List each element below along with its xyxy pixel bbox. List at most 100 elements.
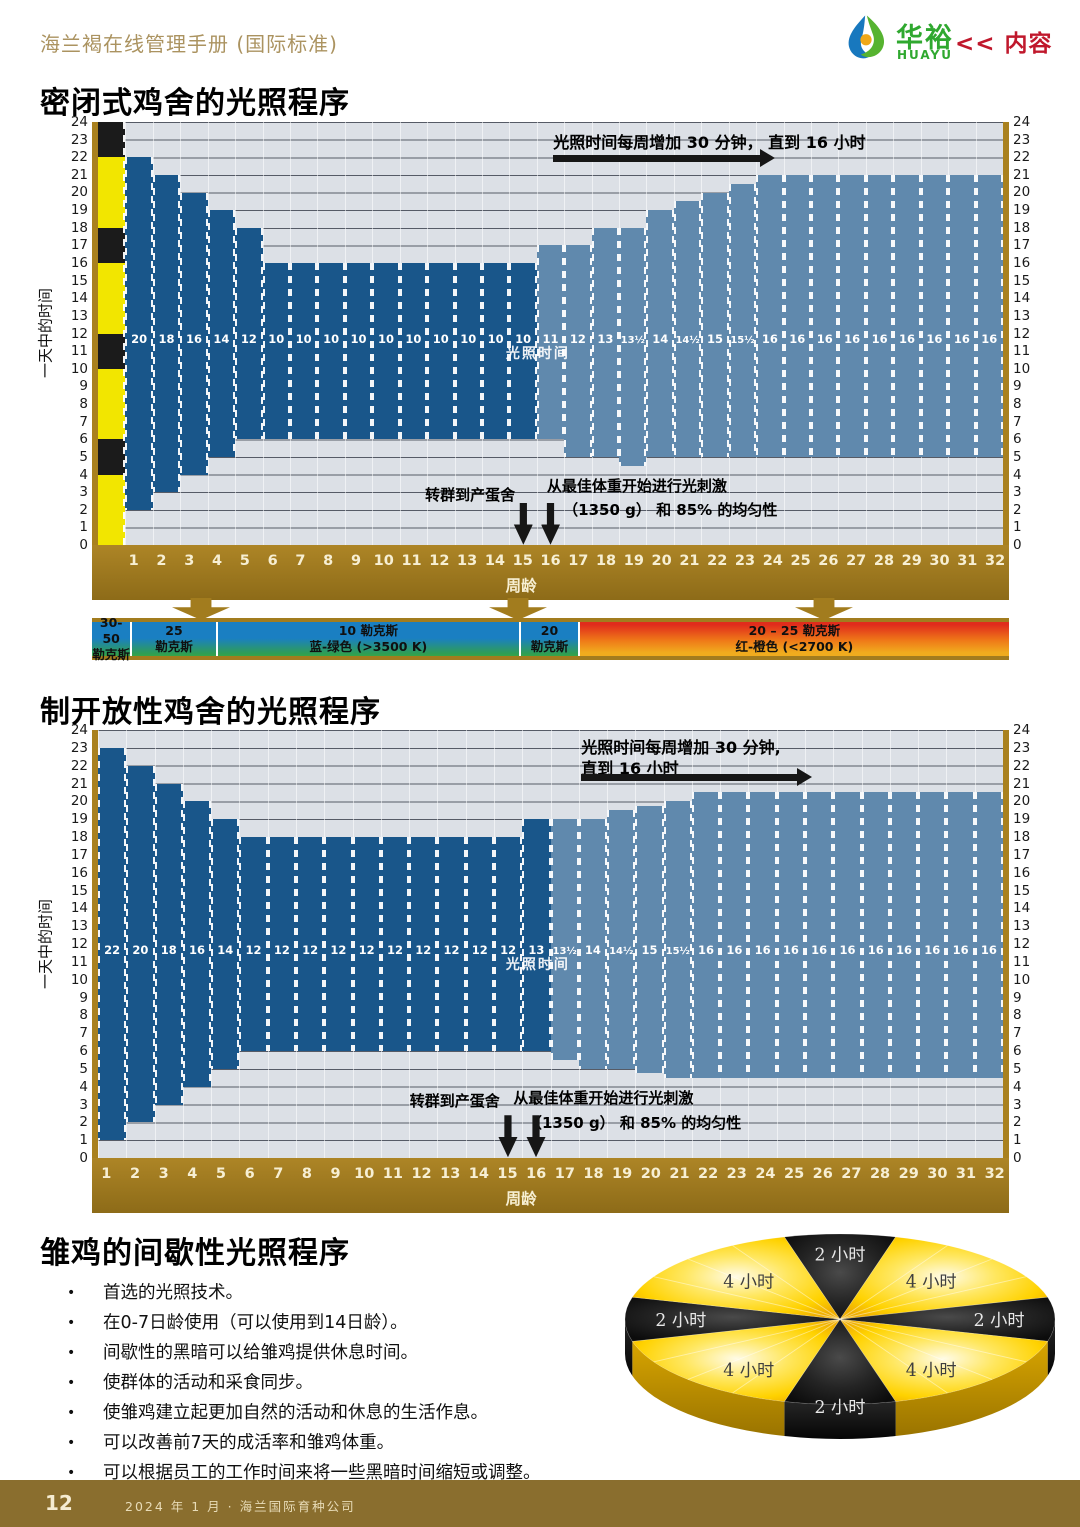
- pie-slice-label: 2 小时: [974, 1311, 1025, 1331]
- x-tick-label: 13: [440, 1166, 461, 1182]
- bar-week-5: [235, 227, 263, 440]
- x-axis-title: 周龄: [505, 577, 537, 595]
- bullet-text: 在0-7日龄使用（可以使用到14日龄）。: [103, 1313, 408, 1333]
- bullet-item: • 间歇性的黑暗可以给雏鸡提供休息时间。: [55, 1343, 635, 1364]
- stimulation-annotation-line2: （1350 g） 和 85% 的均匀性: [526, 1113, 742, 1132]
- bar-week-1: [125, 157, 154, 510]
- lux-value: 20 – 25 勒克斯: [748, 623, 841, 638]
- intermittent-section-title: 雏鸡的间歇性光照程序: [40, 1236, 350, 1271]
- y-tick-label: 5: [79, 448, 88, 465]
- lux-segment-2: 25 勒克斯: [132, 622, 218, 656]
- bar-value-label: 13: [528, 942, 545, 957]
- y-tick-label: 17: [70, 846, 88, 863]
- x-tick-label: 21: [669, 1166, 690, 1182]
- y-tick-label: 0: [1013, 537, 1022, 553]
- x-tick-label: 8: [301, 1166, 312, 1182]
- bar-value-label: 14½: [675, 335, 700, 347]
- y-tick-label: 15: [70, 882, 88, 899]
- bar-week-22: [691, 792, 721, 1079]
- bar-week-20: [635, 805, 664, 1074]
- y-tick-label: 3: [1013, 1096, 1022, 1113]
- y-tick-label: 8: [1013, 1007, 1022, 1024]
- y-tick-label: 20: [70, 184, 88, 201]
- bar-week-19: [619, 227, 647, 466]
- bar-week-16: [536, 245, 565, 440]
- stimulation-annotation-line1: 从最佳体重开始进行光刺激: [546, 476, 727, 495]
- bar-week-18: [591, 227, 620, 458]
- x-tick-label: 21: [679, 553, 700, 569]
- x-tick-label: 9: [330, 1166, 341, 1182]
- bar-week-27: [838, 174, 867, 457]
- bar-value-label: 10: [405, 332, 422, 347]
- column-gridline: [98, 122, 99, 545]
- down-arrow-icon: [541, 502, 560, 545]
- x-tick-label: 15: [512, 553, 533, 569]
- closed-house-light-chart: 一天中的时间 0 1 2 3 4 5 6 7 8 9 10 11 12 13 14 15 16 17 18 19 20 2…: [0, 114, 1080, 600]
- bar-value-label: 16: [185, 332, 202, 347]
- pie-slice-dark: [839, 1296, 1056, 1342]
- y-tick-label: 7: [79, 413, 88, 430]
- y-tick-label: 7: [79, 1025, 88, 1042]
- y-tick-label: 15: [1013, 882, 1031, 899]
- bar-week-29: [889, 792, 919, 1079]
- x-tick-label: 32: [984, 1166, 1005, 1182]
- y-tick-label: 24: [70, 114, 88, 130]
- lux-segment-3: 10 勒克斯 蓝-绿色 (>3500 K): [217, 622, 522, 656]
- y-tick-label: 20: [70, 793, 88, 810]
- bar-value-label: 12: [569, 332, 586, 347]
- y-tick-label: 23: [1013, 739, 1031, 756]
- bar-value-label: 12: [240, 332, 257, 347]
- bar-value-label: 13½: [552, 945, 577, 957]
- bar-week-4: [207, 210, 236, 457]
- intermittent-light-segment: [98, 474, 126, 545]
- y-tick-label: 12: [70, 325, 88, 342]
- bar-week-22: [701, 192, 730, 458]
- lux-unit: 勒克斯: [92, 647, 130, 662]
- bar-week-6: [239, 837, 268, 1051]
- hour-divider-line: [687, 1258, 841, 1320]
- y-tick-label: 1: [1013, 519, 1022, 536]
- y-tick-label: 23: [70, 739, 88, 756]
- light-time-label: 光照时间: [505, 346, 570, 363]
- y-tick-label: 3: [79, 484, 88, 501]
- bullet-list: • 首选的光照技术。 • 在0-7日龄使用（可以使用到14日龄）。 • 间歇性的黑暗可以给…: [55, 1283, 635, 1493]
- bullet-text: 可以根据员工的工作时间来将一些黑暗时间缩短或调整。: [103, 1463, 541, 1483]
- bar-week-28: [861, 792, 891, 1079]
- y-tick-label: 11: [70, 343, 88, 360]
- down-chevron-icon: [172, 598, 230, 620]
- bar-week-3: [154, 783, 184, 1105]
- bar-value-label: 15½: [730, 335, 755, 347]
- x-tick-label: 20: [651, 553, 672, 569]
- bar-value-label: 10: [268, 332, 285, 347]
- bar-week-15: [493, 837, 523, 1051]
- bullet-text: 可以改善前7天的成活率和雏鸡体重。: [103, 1433, 395, 1453]
- x-tick-label: 11: [382, 1166, 403, 1182]
- bar-week-21: [663, 801, 693, 1079]
- y-tick-label: 8: [79, 1007, 88, 1024]
- x-tick-label: 1: [128, 553, 139, 569]
- y-tick-label: 23: [70, 131, 88, 148]
- bullet-dot: •: [67, 1435, 76, 1451]
- bar-week-18: [578, 819, 608, 1069]
- x-tick-label: 29: [898, 1166, 919, 1182]
- pie-slice-label: 4 小时: [906, 1273, 957, 1293]
- bar-value-label: 16: [188, 942, 205, 957]
- contents-nav-link[interactable]: << 内容: [955, 31, 1053, 57]
- y-tick-label: 19: [1013, 811, 1031, 828]
- intermittent-light-segment: [98, 263, 126, 334]
- x-tick-label: 14: [468, 1166, 489, 1182]
- bar-value-label: 16: [867, 942, 884, 957]
- x-tick-label: 9: [350, 553, 362, 569]
- bar-value-label: 13½: [620, 335, 645, 347]
- bar-week-5: [211, 819, 240, 1069]
- x-tick-label: 1: [101, 1166, 112, 1182]
- bar-week-13: [437, 837, 466, 1051]
- y-tick-label: 22: [70, 757, 88, 774]
- x-tick-label: 22: [698, 1166, 719, 1182]
- week-axis: 周龄 1 2 3 4 5 6 7 8 9 10 11 12 13 14 15 16 17 18 19 20 21 22 23…: [92, 545, 1009, 600]
- bullet-text: 首选的光照技术。: [103, 1283, 243, 1303]
- x-tick-label: 23: [726, 1166, 747, 1182]
- x-tick-label: 3: [184, 553, 195, 569]
- x-tick-label: 5: [239, 553, 250, 569]
- bullet-item: • 可以根据员工的工作时间来将一些黑暗时间缩短或调整。: [55, 1463, 635, 1484]
